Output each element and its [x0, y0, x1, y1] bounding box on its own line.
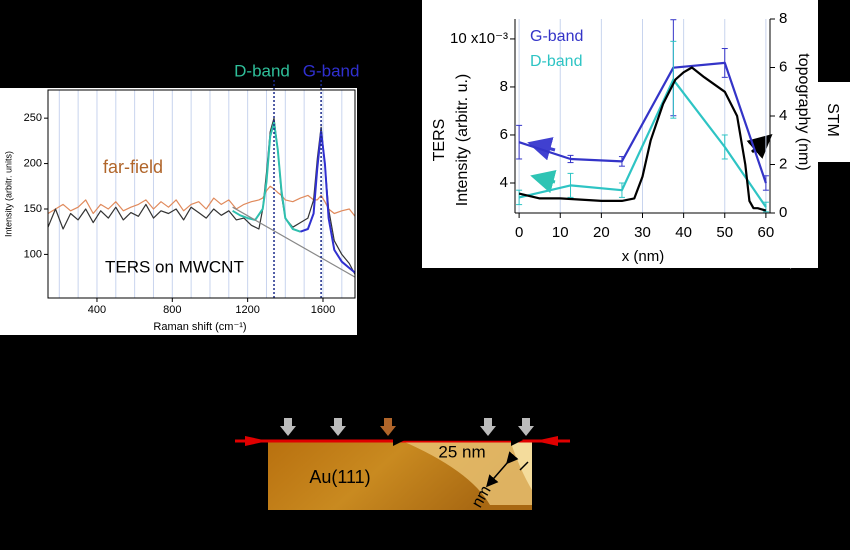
series-line	[232, 121, 301, 233]
band-label: G-band	[303, 61, 360, 80]
y2-tick-label: 6	[779, 58, 787, 75]
x-tick-label: 20	[593, 224, 610, 241]
y2-axis-label: topography (nm)	[795, 53, 812, 170]
stm-label: Au(111)	[309, 467, 370, 487]
dimension-arrow	[486, 451, 519, 488]
y-tick-label: 4	[500, 174, 508, 191]
y-tick-label: 6	[500, 126, 508, 143]
y2-tick-label: 2	[779, 155, 787, 172]
axis-arrow	[530, 169, 557, 194]
tip-arrows	[280, 418, 534, 436]
axis-arrow	[789, 256, 805, 269]
series-annotation: TERS on MWCNT	[105, 257, 244, 276]
x-tick-label: 10	[552, 224, 569, 241]
y-tick-label: 200	[24, 157, 42, 169]
legend-entry: D-band	[530, 53, 582, 70]
y-tick-label: 250	[24, 112, 42, 124]
y-tick-label: 8	[500, 78, 508, 95]
y-axis-label: Intensity (arbitr. units)	[3, 151, 13, 237]
x-tick-label: 30	[634, 224, 651, 241]
series-line	[232, 206, 356, 278]
x-tick-label: 1600	[311, 304, 335, 316]
y2-tick-label: 8	[779, 10, 787, 27]
x-axis-label: Raman shift (cm⁻¹)	[153, 321, 246, 333]
band-label: D-band	[234, 61, 290, 80]
x-tick-label: 40	[675, 224, 692, 241]
right-panel	[422, 0, 818, 268]
y2-tick-label: 0	[779, 204, 787, 221]
y-axis-title: TERS	[431, 119, 448, 162]
x-tick-label: 50	[716, 224, 733, 241]
y2-tick-label: 4	[779, 107, 787, 124]
series-line	[518, 66, 767, 212]
series-line	[47, 117, 356, 275]
plot-frame	[47, 89, 356, 299]
y-tick-label: 10 x10⁻³	[450, 30, 508, 47]
x-tick-label: 1200	[235, 304, 259, 316]
series-line	[518, 78, 767, 208]
x-tick-label: 60	[758, 224, 775, 241]
series-annotation: far-field	[103, 157, 163, 177]
y-tick-label: 150	[24, 203, 42, 215]
stm-image: Au(111) 25 nm nm	[235, 418, 570, 511]
x-tick-label: 800	[163, 304, 181, 316]
y-tick-label: 100	[24, 248, 42, 260]
scan-arrow	[245, 436, 268, 446]
axis-arrow	[527, 137, 556, 161]
series-line	[300, 130, 356, 274]
legend-entry: G-band	[530, 28, 583, 45]
x-tick-label: 400	[88, 304, 106, 316]
series-line	[518, 61, 767, 184]
stm-box	[815, 82, 850, 162]
y-axis-label: Intensity (arbitr. u.)	[454, 74, 471, 207]
scan-arrow	[535, 436, 558, 446]
tip-arrow-far-field	[380, 418, 396, 436]
x-tick-label: 0	[515, 224, 523, 241]
y2-axis-title: STM	[824, 103, 841, 137]
x-axis-label: x (nm)	[622, 248, 665, 265]
tick	[519, 461, 529, 471]
stm-label: 25 nm	[438, 442, 485, 461]
